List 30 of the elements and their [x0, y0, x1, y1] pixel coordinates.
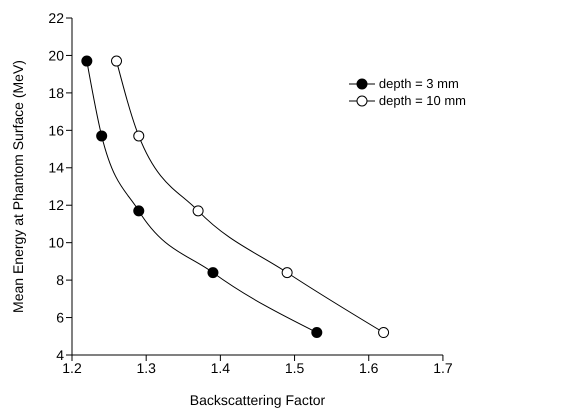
x-tick-label: 1.5 — [284, 360, 304, 376]
y-tick-label: 18 — [48, 84, 64, 101]
x-tick-label: 1.6 — [359, 360, 379, 376]
point — [133, 205, 144, 216]
x-tick-label: 1.7 — [433, 360, 453, 376]
point — [311, 327, 322, 338]
y-axis-title: Mean Energy at Phantom Surface (MeV) — [10, 60, 26, 313]
legend-label: depth = 10 mm — [378, 92, 466, 109]
point — [378, 327, 390, 338]
y-tick-label: 8 — [56, 272, 64, 288]
y-tick-label: 20 — [48, 47, 64, 64]
x-tick-label: 1.2 — [62, 360, 82, 376]
y-tick-label: 22 — [48, 10, 64, 26]
point — [282, 267, 293, 278]
y-tick-label: 6 — [56, 310, 64, 326]
y-tick-label: 16 — [48, 122, 64, 138]
point — [192, 205, 204, 216]
point — [111, 56, 122, 67]
y-tick-label: 12 — [48, 197, 64, 214]
y-tick-label: 10 — [48, 234, 64, 251]
point — [81, 56, 92, 67]
x-tick-label: 1.3 — [136, 360, 156, 376]
point — [207, 267, 218, 278]
point — [96, 130, 108, 142]
y-tick-label: 4 — [56, 346, 64, 363]
point — [133, 130, 144, 142]
y-tick-label: 14 — [48, 160, 64, 176]
legend-label: depth = 3 mm — [378, 75, 459, 92]
x-axis-title: Backscattering Factor — [190, 392, 326, 408]
x-tick-label: 1.4 — [210, 360, 230, 376]
